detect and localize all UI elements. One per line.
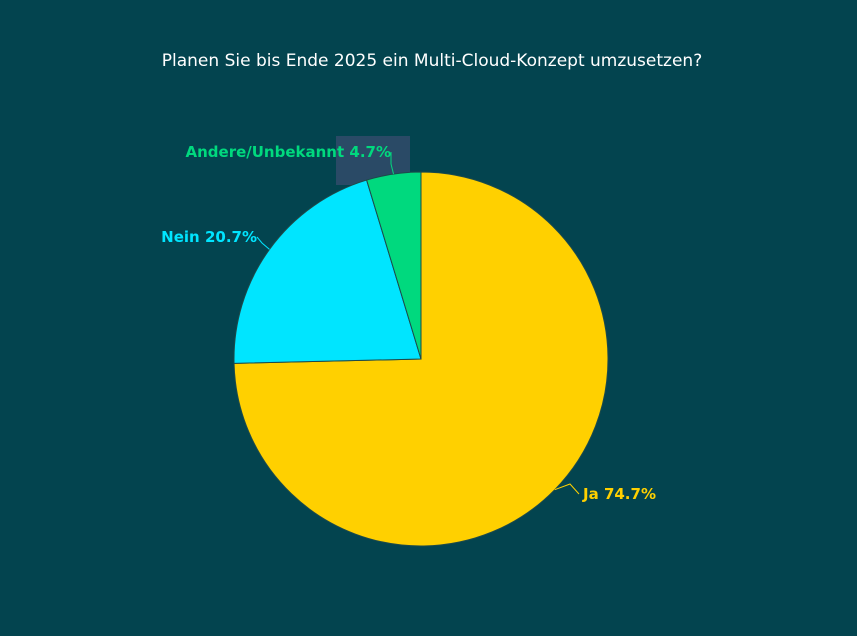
slice-value-label: 20.7% (205, 228, 257, 246)
slice-category: Ja (582, 485, 599, 503)
leader-line (256, 236, 270, 250)
leader-line (390, 152, 395, 175)
slice-category: Andere/Unbekannt (186, 143, 345, 161)
chart-title: Planen Sie bis Ende 2025 ein Multi-Cloud… (162, 51, 702, 71)
leader-line (554, 483, 580, 495)
pie-slice (366, 171, 422, 360)
pie-slice (233, 179, 422, 364)
slice-label: Andere/Unbekannt 4.7% (186, 143, 392, 161)
slice-label: Nein 20.7% (161, 228, 257, 246)
slice-category: Nein (161, 228, 200, 246)
slice-label: Ja 74.7% (582, 485, 656, 503)
slice-value-label: 74.7% (604, 485, 656, 503)
slice-value-label: 4.7% (349, 143, 391, 161)
